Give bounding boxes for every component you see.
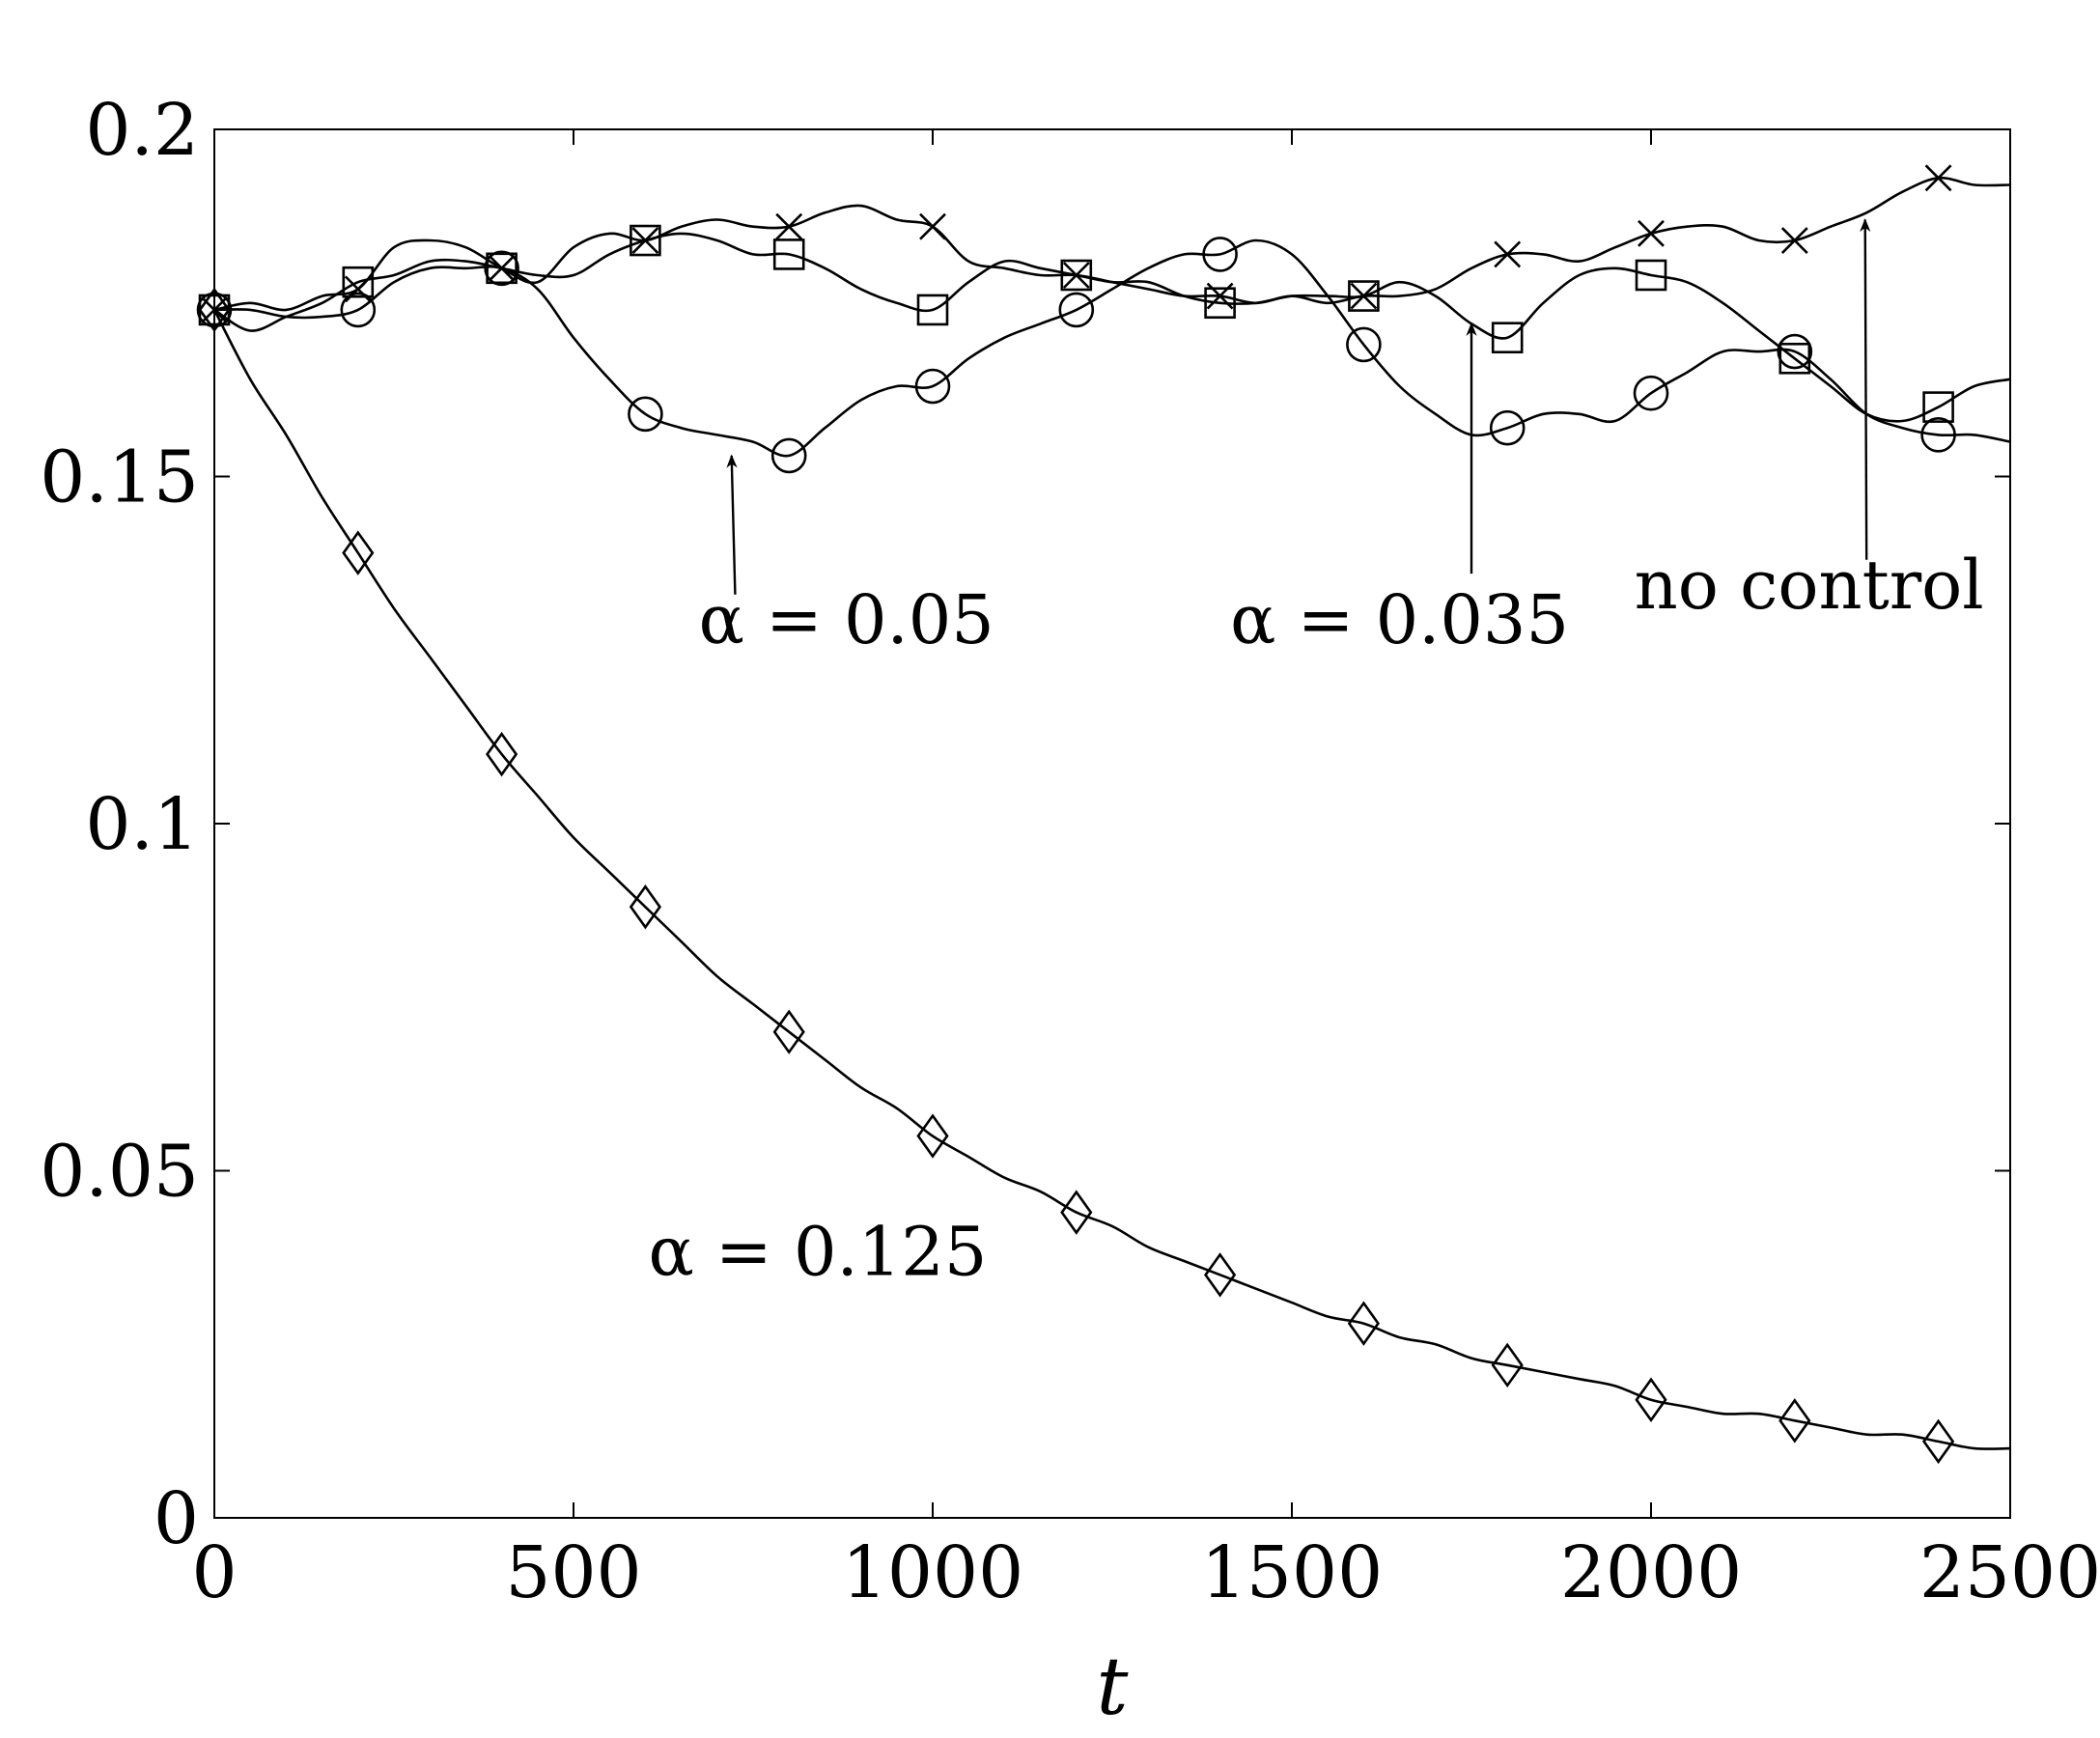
marker-circle — [1058, 292, 1095, 328]
y-tick-label: 0.05 — [40, 1131, 199, 1214]
marker-square — [772, 238, 805, 270]
marker-circle — [1920, 417, 1956, 453]
marker-square — [1204, 287, 1236, 320]
y-tick-label: 0 — [154, 1477, 199, 1560]
marker-diamond — [772, 1009, 805, 1054]
marker-diamond — [1635, 1377, 1667, 1423]
marker-circle — [196, 292, 233, 328]
annotations: α = 0.05 α = 0.035 no control α = 0.125 — [649, 218, 1984, 1291]
x-tick-label: 2500 — [1919, 1531, 2100, 1614]
x-tick-label: 2000 — [1560, 1531, 1742, 1614]
plot-area — [213, 128, 2011, 1519]
marker-diamond — [486, 731, 518, 777]
marker-diamond — [342, 530, 375, 575]
series-line-3 — [212, 309, 2011, 1450]
marker-circle — [1346, 326, 1382, 363]
x-tick-label: 0 — [191, 1531, 237, 1614]
marker-square — [1060, 259, 1093, 292]
series-markers — [196, 164, 1956, 1465]
marker-circle — [1633, 375, 1669, 411]
x-axis-label: t — [1097, 1641, 1130, 1733]
marker-circle — [1489, 409, 1526, 446]
marker-x — [488, 254, 516, 282]
marker-x — [1494, 240, 1522, 268]
marker-circle — [914, 368, 951, 405]
marker-x — [1350, 282, 1378, 310]
annotation-arrow-2 — [1860, 218, 1871, 560]
marker-diamond — [1922, 1418, 1955, 1465]
marker-square — [916, 294, 949, 326]
marker-square — [1491, 322, 1524, 354]
x-tick-label: 1000 — [842, 1531, 1023, 1614]
x-tick-label: 500 — [505, 1531, 641, 1614]
marker-diamond — [198, 287, 231, 333]
marker-square — [1635, 259, 1667, 292]
marker-circle — [484, 250, 519, 287]
marker-diamond — [1778, 1398, 1811, 1444]
marker-x — [631, 227, 659, 254]
marker-diamond — [1060, 1190, 1093, 1235]
marker-diamond — [629, 884, 661, 930]
series-line-1 — [213, 232, 2011, 423]
marker-diamond — [916, 1113, 949, 1159]
marker-diamond — [1204, 1252, 1237, 1298]
x-tick-label: 1500 — [1201, 1531, 1383, 1614]
marker-x — [1638, 219, 1665, 247]
y-tick-label: 0.1 — [85, 783, 199, 866]
marker-diamond — [1347, 1301, 1380, 1346]
marker-diamond — [1491, 1342, 1524, 1388]
annotation-label-2: no control — [1635, 546, 1984, 625]
annotation-label-0: α = 0.05 — [699, 580, 994, 659]
marker-x — [919, 212, 946, 240]
marker-circle — [770, 437, 807, 474]
marker-x — [1924, 164, 1952, 192]
marker-x — [1062, 262, 1090, 289]
y-tick-label: 0.15 — [40, 436, 199, 519]
marker-square — [486, 252, 518, 285]
marker-circle — [340, 292, 377, 328]
annotation-label-3: α = 0.125 — [649, 1212, 988, 1291]
series-lines — [212, 176, 2011, 1450]
marker-x — [1780, 227, 1808, 254]
marker-x — [775, 212, 803, 240]
marker-circle — [628, 396, 663, 433]
marker-square — [1348, 280, 1380, 312]
marker-circle — [1202, 237, 1238, 272]
axis-ticks: 0 500 1000 1500 2000 2500 0 0.05 0.1 0.15 0.2 — [40, 89, 2100, 1614]
marker-square — [1922, 391, 1954, 423]
series-line-2 — [213, 238, 2011, 458]
annotation-label-1: α = 0.035 — [1230, 580, 1569, 659]
marker-circle — [1777, 333, 1813, 370]
marker-square — [630, 224, 661, 257]
marker-square — [342, 266, 375, 298]
annotation-arrow-0 — [726, 454, 738, 595]
y-tick-label: 0.2 — [85, 89, 199, 172]
